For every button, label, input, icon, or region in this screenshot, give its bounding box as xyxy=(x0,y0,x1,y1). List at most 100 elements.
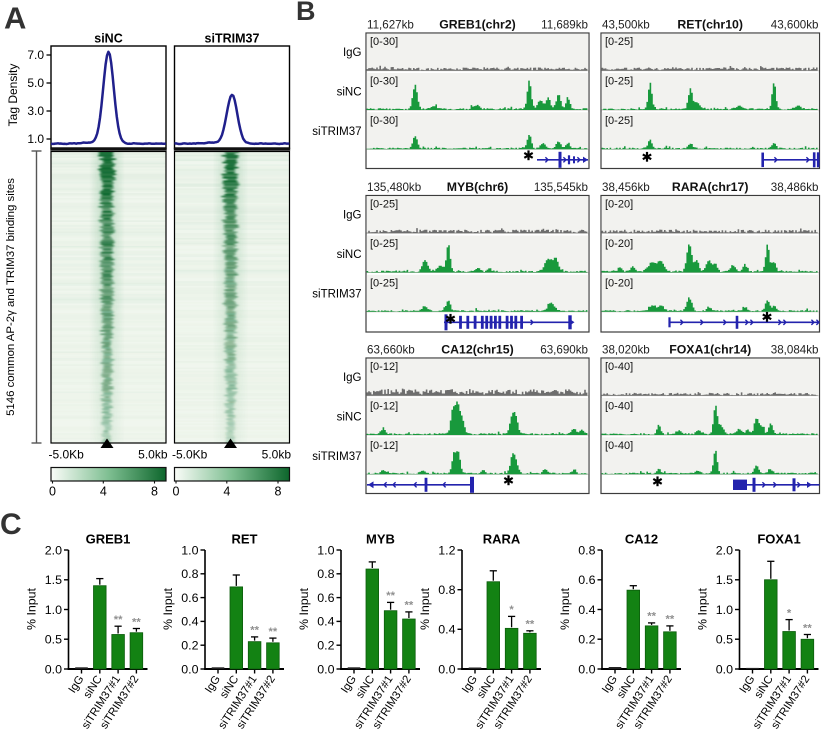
svg-text:43,500kb: 43,500kb xyxy=(602,19,650,32)
svg-text:**: ** xyxy=(526,619,535,631)
svg-text:**: ** xyxy=(803,622,812,634)
svg-text:[0-20]: [0-20] xyxy=(605,238,633,250)
svg-text:**: ** xyxy=(132,616,141,628)
svg-text:5.0kb: 5.0kb xyxy=(138,448,168,462)
svg-text:siNC: siNC xyxy=(94,32,122,46)
svg-text:[0-40]: [0-40] xyxy=(605,361,633,373)
svg-text:MYB: MYB xyxy=(366,532,395,547)
svg-text:% Input: % Input xyxy=(297,587,311,630)
svg-text:0.6: 0.6 xyxy=(181,591,198,605)
svg-text:siTRIM37: siTRIM37 xyxy=(312,451,361,463)
svg-text:IgG: IgG xyxy=(343,372,362,384)
svg-text:B: B xyxy=(296,0,316,26)
svg-text:CA12(chr15): CA12(chr15) xyxy=(441,343,513,357)
svg-text:8: 8 xyxy=(151,485,158,499)
svg-text:**: ** xyxy=(250,625,259,637)
svg-text:1.0: 1.0 xyxy=(716,603,733,617)
svg-text:[0-25]: [0-25] xyxy=(370,277,398,289)
svg-text:0.0: 0.0 xyxy=(716,662,733,676)
svg-text:1.0: 1.0 xyxy=(45,603,62,617)
svg-text:-5.0Kb: -5.0Kb xyxy=(49,448,85,462)
svg-text:[0-20]: [0-20] xyxy=(605,199,633,211)
svg-text:1.2: 1.2 xyxy=(438,543,455,557)
svg-text:0.5: 0.5 xyxy=(716,633,733,647)
svg-text:FOXA1(chr14): FOXA1(chr14) xyxy=(669,343,751,357)
svg-text:0.0: 0.0 xyxy=(181,662,198,676)
svg-text:5.0: 5.0 xyxy=(27,76,44,90)
svg-text:0.8: 0.8 xyxy=(317,567,334,581)
svg-text:C: C xyxy=(0,508,22,541)
svg-text:0.2: 0.2 xyxy=(181,639,198,653)
svg-text:1.0: 1.0 xyxy=(181,543,198,557)
svg-text:GREB1: GREB1 xyxy=(86,532,131,547)
svg-text:0.0: 0.0 xyxy=(438,662,455,676)
svg-text:[0-12]: [0-12] xyxy=(370,440,398,452)
svg-text:0.6: 0.6 xyxy=(578,573,595,587)
svg-text:% Input: % Input xyxy=(25,587,39,630)
svg-text:[0-30]: [0-30] xyxy=(370,36,398,48)
svg-text:0.4: 0.4 xyxy=(578,603,595,617)
svg-text:% Input: % Input xyxy=(558,587,572,630)
svg-text:1.5: 1.5 xyxy=(716,573,733,587)
svg-text:[0-25]: [0-25] xyxy=(605,115,633,127)
svg-text:Tag Density: Tag Density xyxy=(6,64,20,127)
svg-text:0.4: 0.4 xyxy=(317,615,334,629)
svg-text:**: ** xyxy=(666,614,675,626)
svg-text:% Input: % Input xyxy=(418,587,432,630)
svg-text:38,020kb: 38,020kb xyxy=(602,344,650,357)
svg-text:siNC: siNC xyxy=(337,249,362,261)
svg-text:38,456kb: 38,456kb xyxy=(602,181,650,194)
svg-text:siNC: siNC xyxy=(337,412,362,424)
svg-text:5.0kb: 5.0kb xyxy=(262,448,292,462)
svg-text:[0-25]: [0-25] xyxy=(605,76,633,88)
svg-text:0.5: 0.5 xyxy=(45,633,62,647)
svg-text:135,480kb: 135,480kb xyxy=(367,181,421,194)
svg-text:7.0: 7.0 xyxy=(27,48,44,62)
svg-text:[0-20]: [0-20] xyxy=(605,277,633,289)
svg-text:-5.0Kb: -5.0Kb xyxy=(172,448,208,462)
svg-text:*: * xyxy=(787,607,792,619)
svg-text:**: ** xyxy=(405,600,414,612)
svg-text:38,486kb: 38,486kb xyxy=(771,181,819,194)
svg-text:**: ** xyxy=(647,611,656,623)
svg-text:% Input: % Input xyxy=(696,587,710,630)
svg-text:[0-25]: [0-25] xyxy=(370,199,398,211)
svg-text:siNC: siNC xyxy=(337,87,362,99)
svg-text:43,600kb: 43,600kb xyxy=(771,19,819,32)
svg-text:A: A xyxy=(4,1,26,36)
svg-text:FOXA1: FOXA1 xyxy=(757,532,800,547)
svg-text:1.0: 1.0 xyxy=(317,543,334,557)
svg-text:[0-40]: [0-40] xyxy=(605,401,633,413)
svg-text:1.5: 1.5 xyxy=(45,573,62,587)
svg-text:8: 8 xyxy=(275,485,282,499)
svg-text:siTRIM37: siTRIM37 xyxy=(312,288,361,300)
svg-text:63,660kb: 63,660kb xyxy=(367,344,415,357)
svg-text:5146 common AP-2γ and TRIM37 b: 5146 common AP-2γ and TRIM37 binding sit… xyxy=(5,178,17,416)
svg-text:[0-30]: [0-30] xyxy=(370,76,398,88)
svg-text:4: 4 xyxy=(223,485,230,499)
svg-text:3.0: 3.0 xyxy=(27,104,44,118)
svg-text:0.4: 0.4 xyxy=(181,615,198,629)
svg-text:IgG: IgG xyxy=(343,210,362,222)
svg-text:0.8: 0.8 xyxy=(578,543,595,557)
svg-text:4: 4 xyxy=(100,485,107,499)
svg-text:0.8: 0.8 xyxy=(181,567,198,581)
svg-text:11,627kb: 11,627kb xyxy=(367,19,414,32)
svg-text:0: 0 xyxy=(49,485,56,499)
svg-text:[0-30]: [0-30] xyxy=(370,115,398,127)
svg-text:**: ** xyxy=(386,590,395,602)
svg-text:0.2: 0.2 xyxy=(578,633,595,647)
svg-text:0.8: 0.8 xyxy=(438,583,455,597)
svg-text:GREB1(chr2): GREB1(chr2) xyxy=(439,18,516,32)
svg-text:siTRIM37: siTRIM37 xyxy=(312,126,361,138)
svg-text:0.0: 0.0 xyxy=(317,662,334,676)
svg-text:2.0: 2.0 xyxy=(45,543,62,557)
svg-text:11,689kb: 11,689kb xyxy=(541,19,588,32)
svg-text:135,545kb: 135,545kb xyxy=(534,181,588,194)
svg-text:**: ** xyxy=(269,626,278,638)
svg-text:0.2: 0.2 xyxy=(317,639,334,653)
svg-text:RET: RET xyxy=(232,532,258,547)
svg-text:0.0: 0.0 xyxy=(45,662,62,676)
svg-text:IgG: IgG xyxy=(343,47,362,59)
svg-text:0.4: 0.4 xyxy=(438,623,455,637)
